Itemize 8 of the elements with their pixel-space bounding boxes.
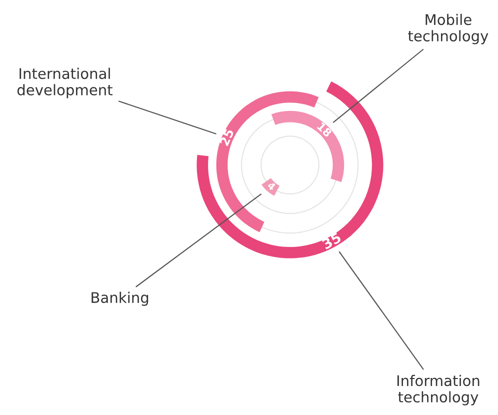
category-label: International development bbox=[17, 68, 112, 98]
category-label: Mobile technology bbox=[408, 14, 488, 44]
data-label: 4 bbox=[267, 181, 276, 191]
data-label: 18 bbox=[316, 122, 332, 138]
data-label: 35 bbox=[321, 232, 342, 250]
category-label: Information technology bbox=[397, 374, 480, 406]
data-label: 25 bbox=[219, 128, 234, 146]
category-label: Banking bbox=[92, 292, 148, 306]
